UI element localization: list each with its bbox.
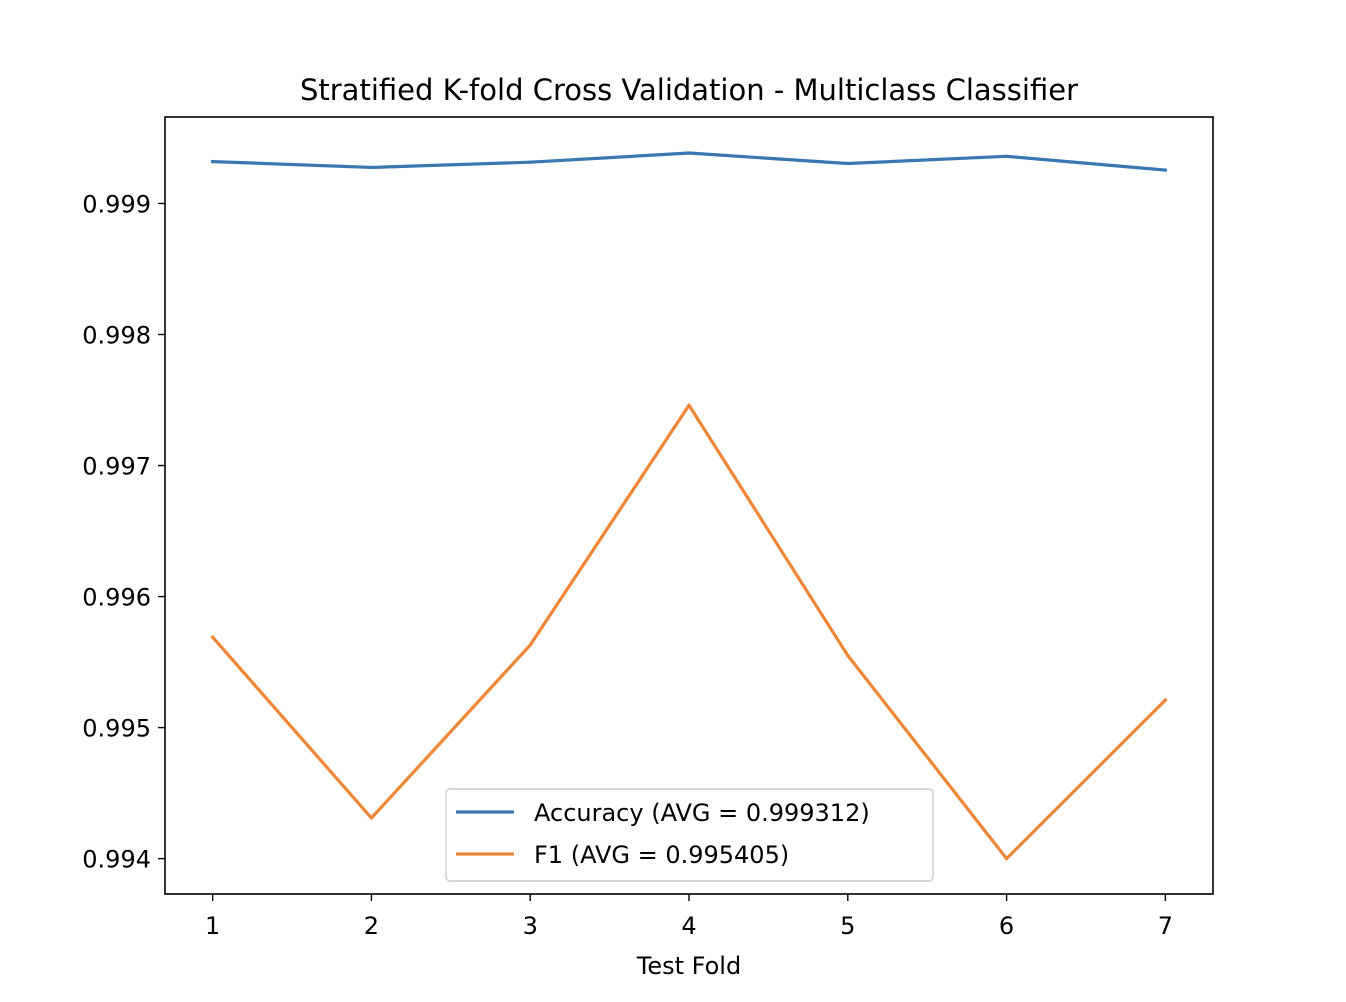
series-1-point-3 (528, 643, 532, 647)
series-1-point-2 (369, 816, 374, 820)
y-tick-label: 0.997 (82, 453, 151, 481)
series-0-point-4 (687, 151, 691, 155)
legend: Accuracy (AVG = 0.999312) F1 (AVG = 0.995… (445, 788, 934, 882)
x-tick-label: 5 (840, 912, 855, 940)
x-tick-label: 3 (523, 912, 538, 940)
series-1-point-5 (846, 653, 850, 658)
legend-label-0: Accuracy (AVG = 0.999312) (534, 799, 870, 827)
x-tick-label: 6 (999, 912, 1014, 940)
y-tick-label: 0.995 (82, 715, 151, 743)
y-tick-label: 0.996 (82, 584, 151, 612)
x-tick-label: 7 (1158, 912, 1173, 940)
x-axis-ticks: 1 2 3 4 5 6 7 (205, 894, 1173, 940)
series-1-point-4 (687, 403, 691, 407)
series-1-point-6 (1004, 857, 1009, 861)
series-1-point-1 (211, 635, 215, 639)
x-tick-label: 1 (205, 912, 220, 940)
series-0-point-1 (211, 159, 215, 164)
y-axis-ticks: 0.994 0.995 0.996 0.997 0.998 0.999 (82, 190, 165, 874)
series-0-point-6 (1004, 154, 1009, 158)
x-axis-label: Test Fold (636, 952, 741, 980)
series-1-point-7 (1163, 698, 1167, 702)
series-0-point-2 (369, 165, 374, 170)
chart-title: Stratified K-fold Cross Validation - Mul… (300, 73, 1078, 107)
y-tick-label: 0.994 (82, 846, 151, 874)
x-tick-label: 2 (364, 912, 379, 940)
series-0-point-3 (528, 160, 532, 164)
legend-box (445, 788, 934, 882)
x-tick-label: 4 (681, 912, 696, 940)
series-layer (210, 151, 1168, 861)
series-0-point-5 (846, 161, 850, 166)
y-tick-label: 0.999 (82, 190, 151, 218)
y-tick-label: 0.998 (82, 322, 151, 350)
legend-label-1: F1 (AVG = 0.995405) (534, 841, 789, 869)
series-0-point-7 (1163, 168, 1167, 172)
